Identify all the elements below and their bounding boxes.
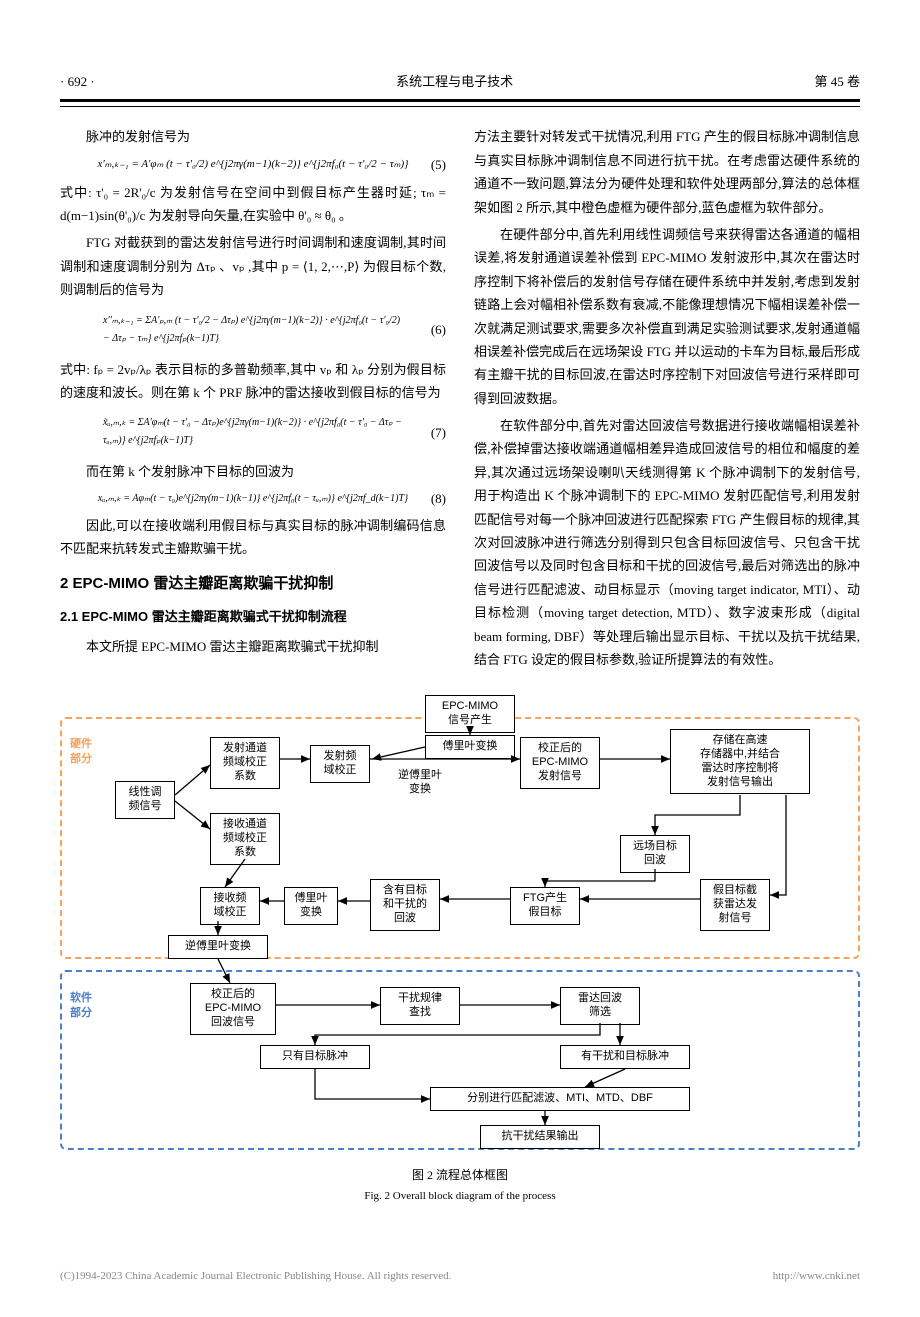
section-2-1-heading: 2.1 EPC-MIMO 雷达主瓣距离欺骗式干扰抑制流程 — [60, 605, 446, 628]
right-column: 方法主要针对转发式干扰情况,利用 FTG 产生的假目标脉冲调制信息与真实目标脉冲… — [474, 125, 860, 675]
footer-url: http://www.cnki.net — [773, 1267, 860, 1287]
node-process: 分别进行匹配滤波、MTI、MTD、DBF — [430, 1087, 690, 1111]
page-number: · 692 · — [60, 70, 95, 93]
journal-title: 系统工程与电子技术 — [396, 70, 513, 93]
node-far-echo: 远场目标回波 — [620, 835, 690, 873]
node-fft-rx: 傅里叶变换 — [284, 887, 338, 925]
para: 脉冲的发射信号为 — [60, 125, 446, 148]
body-columns: 脉冲的发射信号为 x'ₘ,ₖ₋₁ = A'φₘ (t − τ'₀/2) e^{j… — [60, 125, 860, 675]
left-column: 脉冲的发射信号为 x'ₘ,ₖ₋₁ = A'φₘ (t − τ'₀/2) e^{j… — [60, 125, 446, 675]
node-store: 存储在高速存储器中,并结合雷达时序控制将发射信号输出 — [670, 729, 810, 794]
para: 式中: fₚ = 2vₚ/λₚ 表示目标的多普勒频率,其中 vₚ 和 λₚ 分别… — [60, 358, 446, 405]
para: 因此,可以在接收端利用假目标与真实目标的脉冲调制编码信息不匹配来抗转发式主瓣欺骗… — [60, 514, 446, 561]
node-ftg: FTG产生假目标 — [510, 887, 580, 925]
software-label: 软件部分 — [70, 991, 92, 1020]
fig2-caption-cn: 图 2 流程总体框图 — [60, 1165, 860, 1187]
node-fourier: 傅里叶变换 — [425, 735, 515, 759]
section-2-heading: 2 EPC-MIMO 雷达主瓣距离欺骗干扰抑制 — [60, 570, 446, 597]
node-jam-target: 有干扰和目标脉冲 — [560, 1045, 690, 1069]
para: 方法主要针对转发式干扰情况,利用 FTG 产生的假目标脉冲调制信息与真实目标脉冲… — [474, 125, 860, 219]
node-epcmimo-signal: EPC-MIMO信号产生 — [425, 695, 515, 733]
node-lfm: 线性调频信号 — [115, 781, 175, 819]
equation-7: x̃ᵤ,ₘ,ₖ = ΣA'φₘ(t − τ'₀ − Δτₚ)e^{j2πγ(m−… — [60, 410, 446, 454]
node-filter-echo: 雷达回波筛选 — [560, 987, 640, 1025]
page-footer: (C)1994-2023 China Academic Journal Elec… — [60, 1267, 860, 1287]
equation-8: xᵤ,ₘ,ₖ = Aφₘ(t − τ₀)e^{j2πγ(m−1)(k−1)} e… — [60, 490, 446, 508]
volume: 第 45 卷 — [814, 70, 860, 93]
para: 在硬件部分中,首先利用线性调频信号来获得雷达各通道的幅相误差,将发射通道误差补偿… — [474, 223, 860, 410]
header-rule — [60, 106, 860, 107]
node-ifft1: 逆傅里叶变换 — [390, 765, 450, 801]
para: FTG 对截获到的雷达发射信号进行时间调制和速度调制,其时间调制和速度调制分别为… — [60, 231, 446, 301]
para: 而在第 k 个发射脉冲下目标的回波为 — [60, 460, 446, 483]
node-corrected-tx: 校正后的EPC-MIMO发射信号 — [520, 737, 600, 788]
node-search: 干扰规律查找 — [380, 987, 460, 1025]
para: 在软件部分中,首先对雷达回波信号数据进行接收端幅相误差补偿,补偿掉雷达接收端通道… — [474, 414, 860, 671]
node-false-intercept: 假目标截获雷达发射信号 — [700, 879, 770, 930]
fig2-caption-en: Fig. 2 Overall block diagram of the proc… — [60, 1187, 860, 1207]
node-tx-coef: 发射通道频域校正系数 — [210, 737, 280, 788]
node-tx-correct: 发射频域校正 — [310, 745, 370, 783]
node-corrected-rx: 校正后的EPC-MIMO回波信号 — [190, 983, 276, 1034]
page-header: · 692 · 系统工程与电子技术 第 45 卷 — [60, 70, 860, 102]
node-echo: 含有目标和干扰的回波 — [370, 879, 440, 930]
para: 式中: τ'₀ = 2R'₀/c 为发射信号在空间中到假目标产生器时延; τₘ … — [60, 181, 446, 228]
equation-5: x'ₘ,ₖ₋₁ = A'φₘ (t − τ'₀/2) e^{j2πγ(m−1)(… — [60, 155, 446, 175]
node-rx-correct: 接收频域校正 — [200, 887, 260, 925]
footer-copyright: (C)1994-2023 China Academic Journal Elec… — [60, 1267, 451, 1287]
node-ifft2: 逆傅里叶变换 — [168, 935, 268, 959]
node-rx-coef: 接收通道频域校正系数 — [210, 813, 280, 864]
figure-2: 硬件部分 软件部分 EPC-MIMO信号产生 傅里叶变换 线性调频信号 发射通道… — [60, 695, 860, 1206]
flowchart: 硬件部分 软件部分 EPC-MIMO信号产生 傅里叶变换 线性调频信号 发射通道… — [60, 695, 860, 1155]
node-only-target: 只有目标脉冲 — [260, 1045, 370, 1069]
node-output: 抗干扰结果输出 — [480, 1125, 600, 1149]
equation-6: x''ₘ,ₖ₋₁ = ΣA'ₚ,ₘ (t − τ'₀/2 − Δτₚ) e^{j… — [60, 308, 446, 352]
para: 本文所提 EPC-MIMO 雷达主瓣距离欺骗式干扰抑制 — [60, 635, 446, 658]
software-dashbox — [60, 970, 860, 1150]
hardware-label: 硬件部分 — [70, 737, 92, 766]
